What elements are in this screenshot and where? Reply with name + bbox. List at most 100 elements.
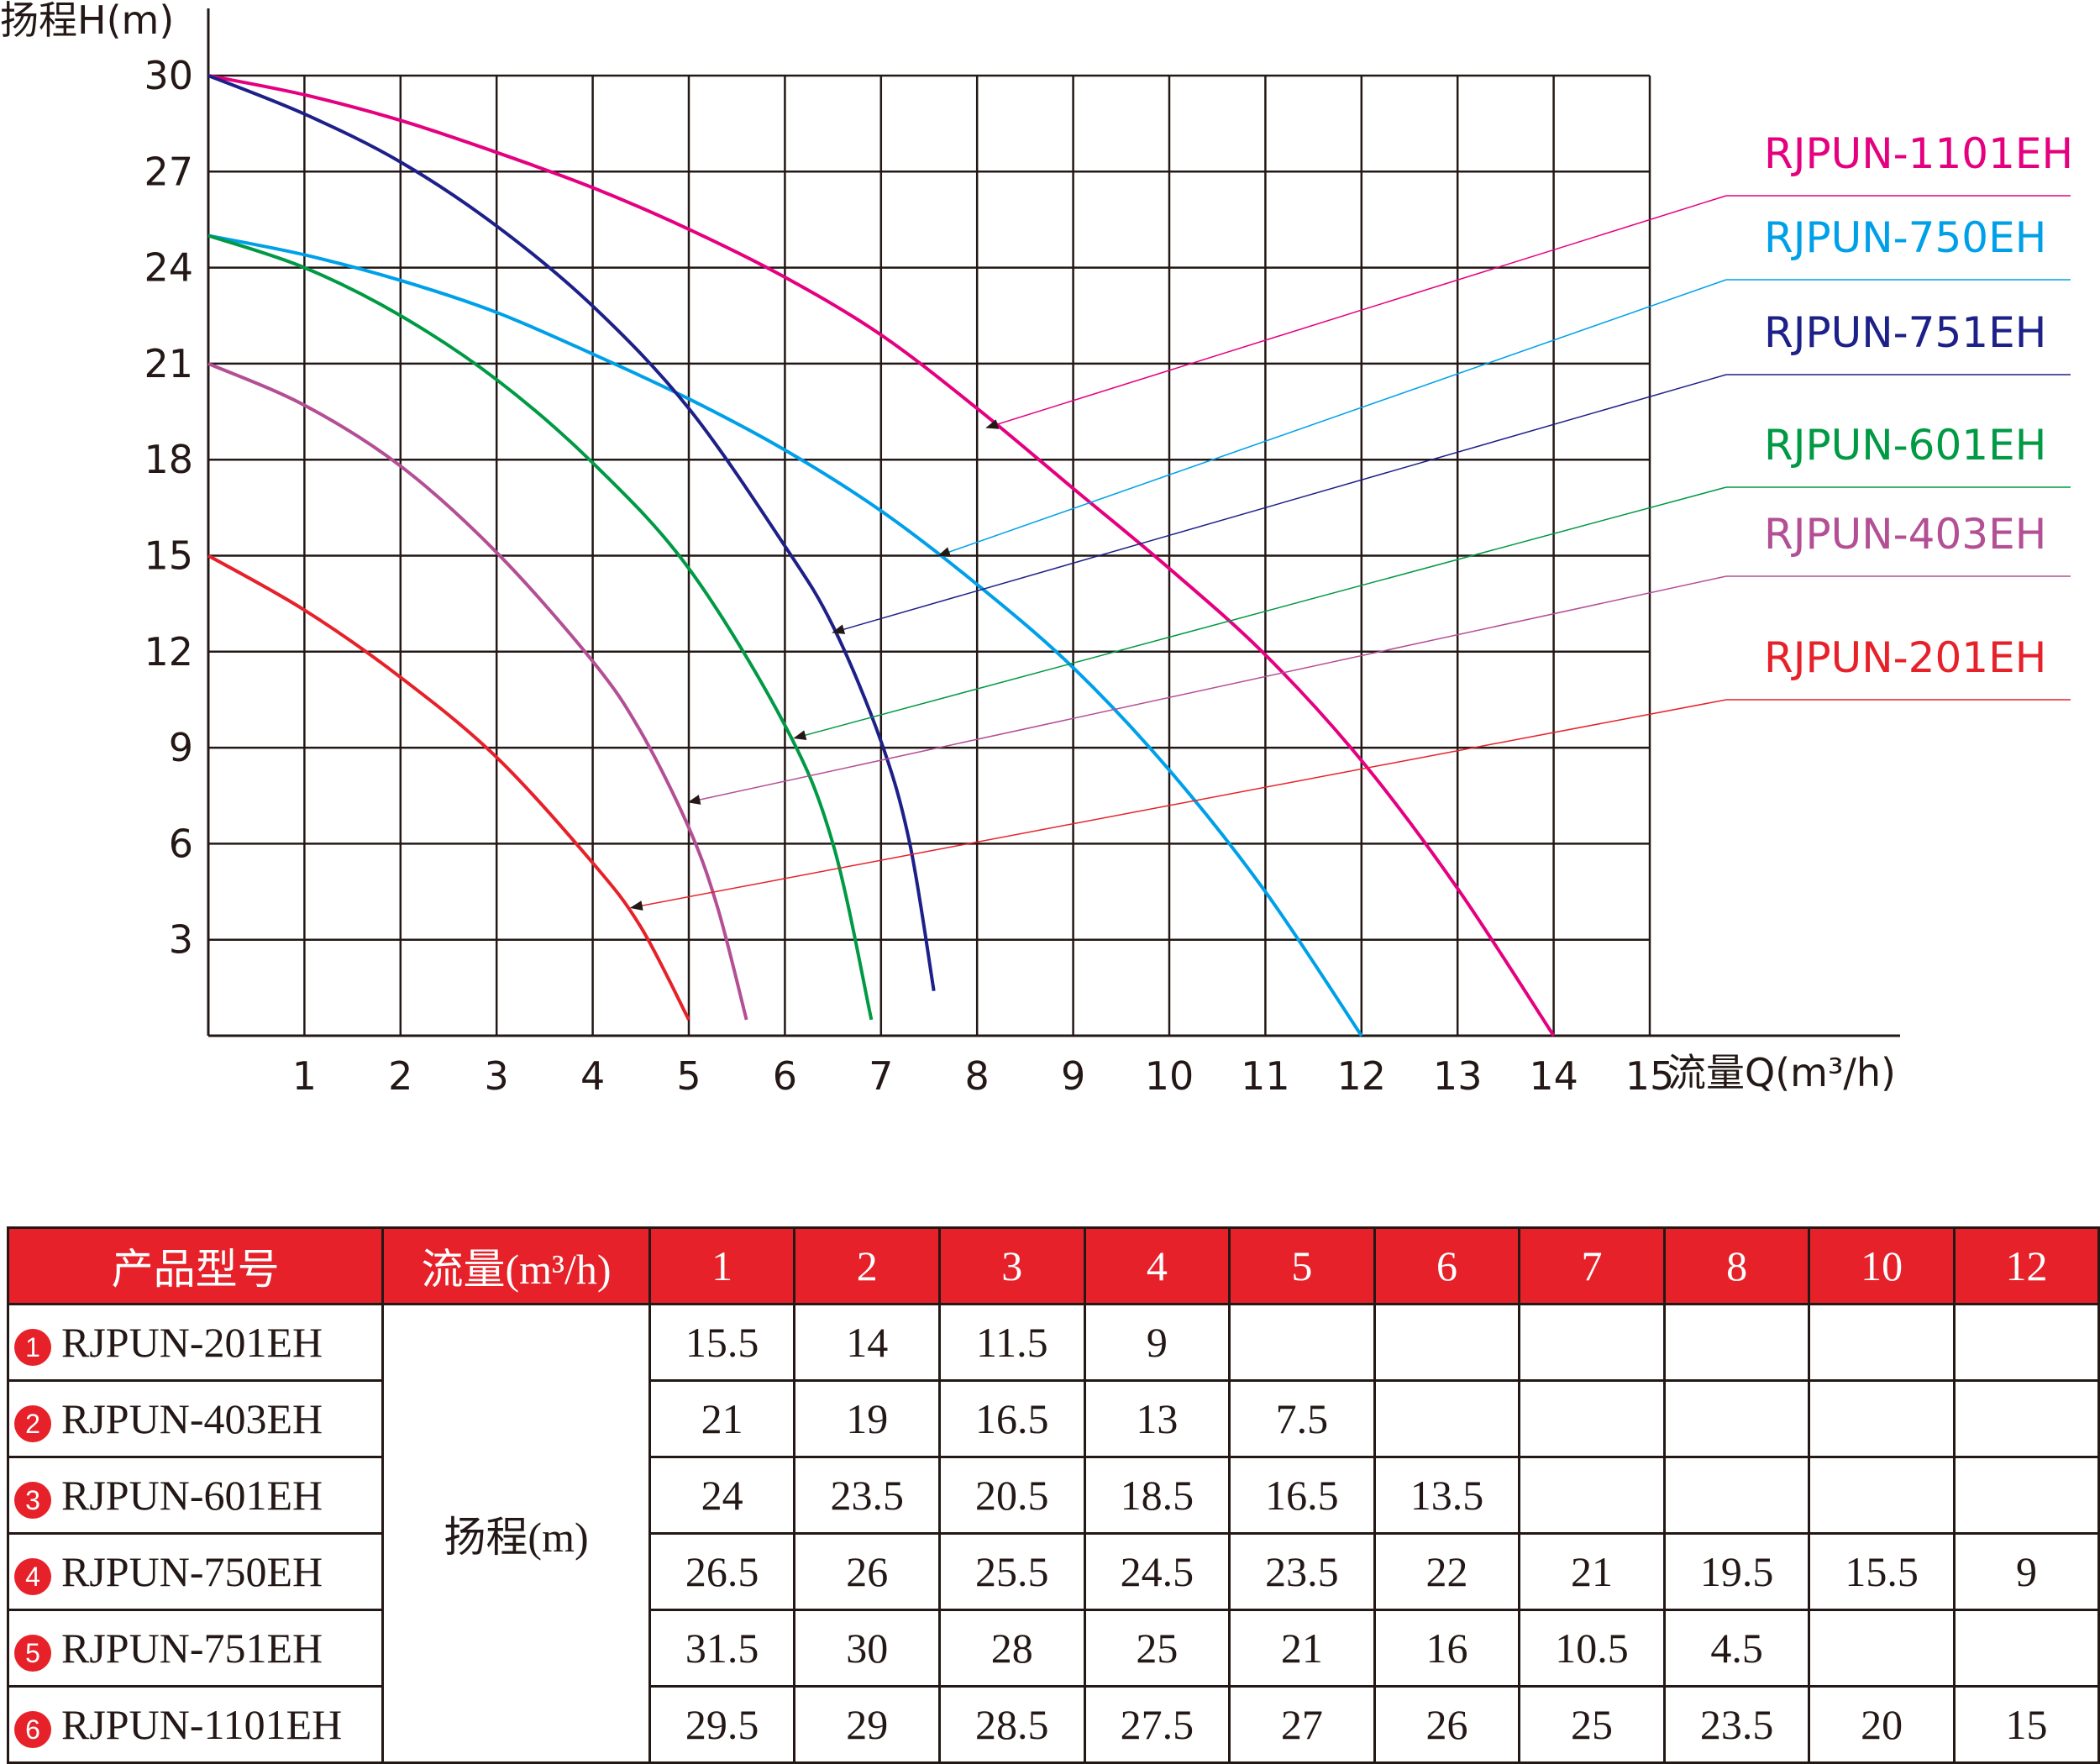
- head-value-cell: [1808, 1609, 1956, 1688]
- grid: [208, 74, 1651, 1036]
- row-number-badge: 4: [14, 1557, 51, 1595]
- curve-rjpun-601eh: [207, 234, 874, 1021]
- curves: [207, 74, 1556, 1037]
- head-value-cell: 13.5: [1373, 1456, 1521, 1535]
- head-value-cell: [1662, 1456, 1811, 1535]
- head-value-cell: [1662, 1379, 1811, 1458]
- head-value-cell: 15.5: [648, 1303, 796, 1382]
- y-axis-label: 扬程H(m): [0, 0, 174, 43]
- header-flow-value: 4: [1083, 1226, 1231, 1305]
- header-flow-value: 5: [1228, 1226, 1376, 1305]
- head-value-cell: 16.5: [1228, 1456, 1376, 1535]
- header-flow-value: 7: [1518, 1226, 1666, 1305]
- model-cell: 2 RJPUN-403EH: [6, 1379, 385, 1458]
- head-value-cell: 21: [1518, 1532, 1666, 1611]
- header-flow-value: 1: [648, 1226, 796, 1305]
- head-value-cell: [1373, 1379, 1521, 1458]
- y-tick-label: 18: [144, 437, 193, 482]
- table-row: 3 RJPUN-601EH 24 23.5 20.5 18.5 16.5 13.5: [6, 1456, 2100, 1535]
- head-value-cell: 16: [1373, 1609, 1521, 1688]
- legend-label-rjpun-403eh: RJPUN-403EH: [1764, 510, 2046, 559]
- head-value-cell: 9: [1952, 1532, 2100, 1611]
- head-value-cell: 26: [1373, 1685, 1521, 1764]
- row-number-badge: 1: [14, 1328, 51, 1366]
- head-value-cell: [1228, 1303, 1376, 1382]
- x-tick-label: 7: [869, 1053, 893, 1099]
- legend-leader-rjpun-403eh: [687, 575, 1727, 805]
- head-value-cell: 25: [1083, 1609, 1231, 1688]
- table-row: 2 RJPUN-403EH 21 19 16.5 13 7.5: [6, 1379, 2100, 1458]
- row-number-badge: 5: [14, 1634, 51, 1672]
- head-value-cell: 23.5: [1662, 1685, 1811, 1764]
- curve-rjpun-750eh: [207, 234, 1363, 1037]
- legend: RJPUN-1101EH RJPUN-750EH RJPUN-751EH RJPUN-…: [629, 129, 2073, 911]
- x-tick-label: 1: [292, 1053, 317, 1099]
- x-tick-label: 6: [773, 1053, 797, 1099]
- x-axis-label: 流量Q(m³/h): [1667, 1050, 1896, 1095]
- legend-label-rjpun-601eh: RJPUN-601EH: [1764, 421, 2046, 470]
- head-value-cell: 20: [1808, 1685, 1956, 1764]
- x-tick-label: 8: [965, 1053, 990, 1099]
- table-row: 5 RJPUN-751EH 31.5 30 28 25 21 16 10.5 4.5: [6, 1609, 2100, 1688]
- legend-leader-rjpun-751eh: [832, 374, 1727, 634]
- head-value-cell: 25: [1518, 1685, 1666, 1764]
- legend-label-rjpun-1101eh: RJPUN-1101EH: [1764, 129, 2073, 178]
- head-value-cell: 19: [793, 1379, 942, 1458]
- legend-leader-rjpun-1101eh: [985, 195, 1727, 429]
- header-flow: 流量(m³/h): [381, 1226, 651, 1305]
- head-value-cell: 25.5: [938, 1532, 1086, 1611]
- y-tick-label: 12: [144, 629, 193, 675]
- header-flow-value: 3: [938, 1226, 1086, 1305]
- legend-leader-rjpun-601eh: [793, 486, 1727, 740]
- table-row: 6 RJPUN-1101EH 29.5 29 28.5 27.5 27 26 25 23.5 20 1…: [6, 1685, 2100, 1764]
- head-value-cell: [1373, 1303, 1521, 1382]
- head-value-cell: 4.5: [1662, 1609, 1811, 1688]
- head-value-cell: 26: [793, 1532, 942, 1611]
- model-name: RJPUN-751EH: [61, 1625, 323, 1672]
- y-tick-label: 27: [144, 149, 193, 194]
- legend-label-rjpun-201eh: RJPUN-201EH: [1764, 633, 2046, 682]
- head-value-cell: 11.5: [938, 1303, 1086, 1382]
- head-value-cell: 23.5: [793, 1456, 942, 1535]
- head-value-cell: 10.5: [1518, 1609, 1666, 1688]
- y-tick-label: 6: [169, 821, 193, 866]
- head-value-cell: [1518, 1303, 1666, 1382]
- x-tick-label: 10: [1145, 1053, 1194, 1099]
- x-tick-label: 4: [580, 1053, 605, 1099]
- y-tick-label: 3: [169, 917, 193, 963]
- header-flow-value: 12: [1952, 1226, 2100, 1305]
- head-value-cell: [1952, 1456, 2100, 1535]
- row-number-badge: 6: [14, 1710, 51, 1748]
- x-tick-label: 14: [1529, 1053, 1578, 1099]
- model-name: RJPUN-201EH: [61, 1319, 323, 1366]
- head-value-cell: 21: [1228, 1609, 1376, 1688]
- head-value-cell: 22: [1373, 1532, 1521, 1611]
- legend-leader-rjpun-201eh: [629, 699, 1727, 911]
- legend-label-rjpun-751eh: RJPUN-751EH: [1764, 308, 2046, 357]
- model-cell: 1 RJPUN-201EH: [6, 1303, 385, 1382]
- head-value-cell: 19.5: [1662, 1532, 1811, 1611]
- head-value-cell: 24: [648, 1456, 796, 1535]
- model-name: RJPUN-601EH: [61, 1472, 323, 1519]
- head-value-cell: 24.5: [1083, 1532, 1231, 1611]
- y-tick-label: 15: [144, 533, 193, 579]
- head-value-cell: 28: [938, 1609, 1086, 1688]
- x-tick-label: 11: [1241, 1053, 1290, 1099]
- head-value-cell: [1808, 1303, 1956, 1382]
- y-tick-label: 30: [144, 53, 193, 98]
- head-value-cell: 13: [1083, 1379, 1231, 1458]
- head-value-cell: 7.5: [1228, 1379, 1376, 1458]
- x-tick-label: 9: [1061, 1053, 1085, 1099]
- head-value-cell: [1808, 1379, 1956, 1458]
- head-value-cell: 27.5: [1083, 1685, 1231, 1764]
- legend-leader-rjpun-750eh: [937, 279, 1727, 557]
- head-value-cell: 21: [648, 1379, 796, 1458]
- table-body: 1 RJPUN-201EH 扬程(m) 15.5 14 11.5 9 2 RJPUN-403EH…: [6, 1303, 2100, 1764]
- head-value-cell: [1662, 1303, 1811, 1382]
- head-value-cell: [1952, 1609, 2100, 1688]
- head-value-cell: 9: [1083, 1303, 1231, 1382]
- head-value-cell: 26.5: [648, 1532, 796, 1611]
- header-flow-value: 6: [1373, 1226, 1521, 1305]
- table-row: 1 RJPUN-201EH 扬程(m) 15.5 14 11.5 9: [6, 1303, 2100, 1764]
